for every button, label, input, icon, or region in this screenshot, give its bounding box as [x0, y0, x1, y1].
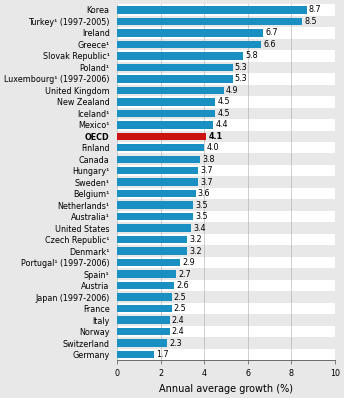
- Bar: [117, 248, 187, 255]
- Text: 3.8: 3.8: [202, 155, 215, 164]
- Bar: [117, 178, 198, 186]
- Bar: [117, 257, 335, 268]
- Text: 3.5: 3.5: [196, 212, 208, 221]
- Bar: [117, 190, 196, 197]
- Bar: [117, 84, 335, 96]
- Text: 4.0: 4.0: [206, 143, 219, 152]
- Bar: [117, 50, 335, 62]
- Bar: [117, 144, 204, 152]
- Bar: [117, 328, 170, 335]
- Text: 3.6: 3.6: [198, 189, 210, 198]
- Text: 4.4: 4.4: [215, 120, 228, 129]
- Bar: [117, 339, 167, 347]
- Bar: [117, 109, 215, 117]
- Bar: [117, 107, 335, 119]
- Bar: [117, 142, 335, 154]
- Text: 4.5: 4.5: [217, 97, 230, 106]
- Text: 3.7: 3.7: [200, 166, 213, 175]
- Text: 1.7: 1.7: [157, 350, 169, 359]
- Text: 4.5: 4.5: [217, 109, 230, 118]
- Bar: [117, 131, 335, 142]
- Bar: [117, 167, 198, 174]
- Bar: [117, 154, 335, 165]
- Bar: [117, 213, 193, 220]
- Bar: [117, 62, 335, 73]
- Text: 3.5: 3.5: [196, 201, 208, 210]
- Bar: [117, 234, 335, 246]
- Bar: [117, 96, 335, 107]
- Bar: [117, 27, 335, 39]
- Text: 3.2: 3.2: [189, 247, 202, 256]
- Bar: [117, 246, 335, 257]
- Bar: [117, 73, 335, 84]
- Bar: [117, 211, 335, 222]
- Text: 3.7: 3.7: [200, 178, 213, 187]
- Bar: [117, 282, 174, 289]
- Bar: [117, 351, 154, 358]
- Text: 4.1: 4.1: [209, 132, 223, 141]
- Bar: [117, 4, 335, 16]
- Bar: [117, 16, 335, 27]
- Text: 3.2: 3.2: [189, 235, 202, 244]
- Bar: [117, 268, 335, 280]
- Bar: [117, 337, 335, 349]
- Bar: [117, 29, 263, 37]
- Text: 6.7: 6.7: [265, 28, 278, 37]
- Bar: [117, 121, 213, 129]
- Bar: [117, 314, 335, 326]
- Bar: [117, 64, 233, 71]
- Bar: [117, 280, 335, 291]
- Bar: [117, 224, 191, 232]
- Text: 2.4: 2.4: [172, 316, 184, 324]
- Text: 3.4: 3.4: [193, 224, 206, 233]
- Text: 4.9: 4.9: [226, 86, 239, 95]
- Bar: [117, 98, 215, 105]
- Bar: [117, 303, 335, 314]
- Bar: [117, 87, 224, 94]
- Bar: [117, 176, 335, 188]
- Bar: [117, 270, 176, 278]
- Text: 8.7: 8.7: [309, 6, 321, 14]
- Text: 8.5: 8.5: [304, 17, 317, 26]
- Text: 2.3: 2.3: [170, 339, 182, 347]
- Bar: [117, 39, 335, 50]
- Bar: [117, 201, 193, 209]
- Text: 2.7: 2.7: [178, 269, 191, 279]
- Text: 2.5: 2.5: [174, 293, 186, 302]
- Bar: [117, 349, 335, 360]
- Bar: [117, 188, 335, 199]
- Bar: [117, 18, 302, 25]
- Text: 5.3: 5.3: [235, 63, 247, 72]
- Bar: [117, 133, 206, 140]
- Text: 2.6: 2.6: [176, 281, 189, 290]
- Bar: [117, 222, 335, 234]
- Bar: [117, 305, 172, 312]
- Bar: [117, 199, 335, 211]
- X-axis label: Annual average growth (%): Annual average growth (%): [159, 384, 293, 394]
- Bar: [117, 41, 261, 48]
- Bar: [117, 75, 233, 82]
- Bar: [117, 119, 335, 131]
- Text: 5.3: 5.3: [235, 74, 247, 83]
- Text: 2.9: 2.9: [183, 258, 195, 267]
- Bar: [117, 165, 335, 176]
- Bar: [117, 291, 335, 303]
- Bar: [117, 236, 187, 243]
- Bar: [117, 316, 170, 324]
- Bar: [117, 6, 307, 14]
- Bar: [117, 156, 200, 163]
- Bar: [117, 259, 180, 266]
- Text: 2.4: 2.4: [172, 327, 184, 336]
- Bar: [117, 293, 172, 301]
- Bar: [117, 326, 335, 337]
- Bar: [117, 52, 244, 60]
- Text: 2.5: 2.5: [174, 304, 186, 313]
- Text: 5.8: 5.8: [246, 51, 258, 60]
- Text: 6.6: 6.6: [263, 40, 276, 49]
